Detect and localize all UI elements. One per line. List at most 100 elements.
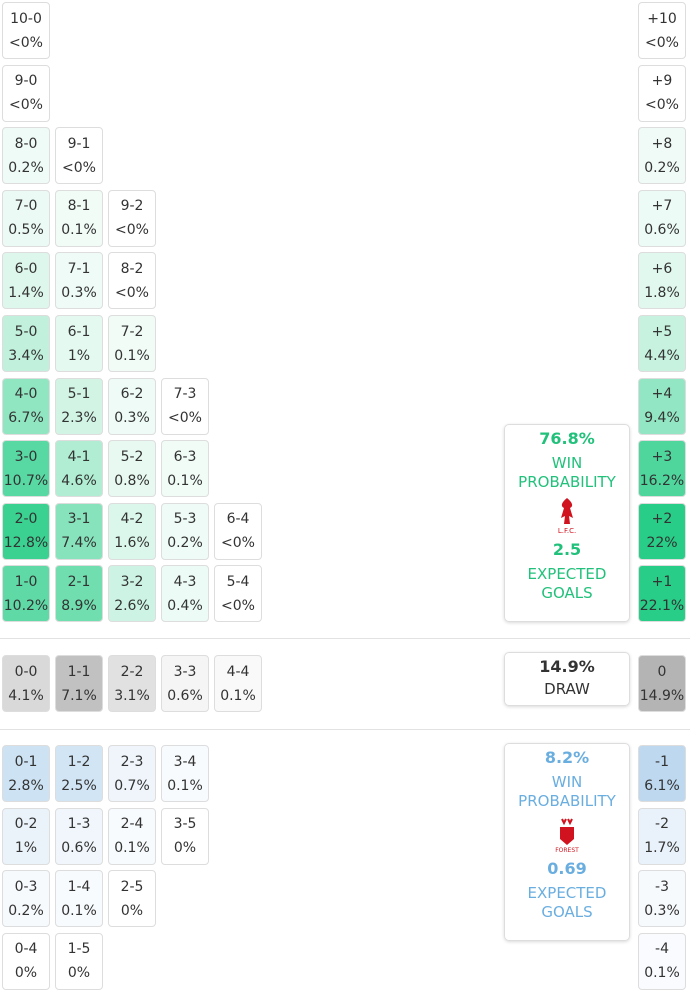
- score: 6-3: [173, 448, 197, 465]
- probability: 0%: [120, 902, 144, 919]
- score: +6: [651, 260, 673, 277]
- score: 2-0: [14, 511, 38, 528]
- score-cell: +3 16.2%: [638, 440, 686, 498]
- score-cell: 6-4 <0%: [214, 502, 262, 560]
- score: 0-4: [14, 941, 38, 958]
- probability: 0.3%: [61, 284, 97, 301]
- score: 3-4: [173, 753, 197, 770]
- probability: <0%: [62, 159, 96, 176]
- label: PROBABILITY: [518, 473, 616, 491]
- score-cell: +10 <0%: [638, 2, 686, 59]
- score-cell: +2 22%: [638, 502, 686, 560]
- probability: 0.2%: [8, 159, 44, 176]
- score-cell: +1 22.1%: [638, 565, 686, 623]
- score: 3-1: [67, 511, 91, 528]
- probability: <0%: [221, 535, 255, 552]
- probability: 4.6%: [61, 472, 97, 489]
- score: 2-5: [120, 878, 144, 895]
- score: 5-0: [14, 323, 38, 340]
- score-cell: 9-0 <0%: [2, 64, 50, 122]
- score-cell: 5-4 <0%: [214, 565, 262, 623]
- score: 7-3: [173, 386, 197, 403]
- score-cell: 5-0 3.4%: [2, 315, 50, 372]
- probability: 8.9%: [61, 597, 97, 614]
- score: 4-2: [120, 511, 144, 528]
- score-cell: 4-0 6.7%: [2, 377, 50, 435]
- score-cell: 5-3 0.2%: [161, 502, 209, 560]
- probability: 0.2%: [8, 902, 44, 919]
- score-cell: 6-0 1.4%: [2, 252, 50, 310]
- score: 6-0: [14, 260, 38, 277]
- score-cell: 3-0 10.7%: [2, 440, 50, 498]
- score-cell: 1-2 2.5%: [55, 745, 103, 802]
- probability: 0.1%: [114, 840, 150, 857]
- probability: 1.8%: [644, 284, 680, 301]
- score: -2: [655, 816, 669, 833]
- probability: 1.7%: [644, 840, 680, 857]
- home-summary: 76.8% WIN PROBABILITY L.F.C. 2.5 EXPECTE…: [504, 424, 630, 622]
- score: 4-1: [67, 448, 91, 465]
- xg: 0.69: [547, 859, 587, 878]
- score: 5-2: [120, 448, 144, 465]
- score-cell: 4-2 1.6%: [108, 502, 156, 560]
- score: 5-1: [67, 386, 91, 403]
- probability: 2.6%: [114, 597, 150, 614]
- draw-prob: 14.9%: [539, 657, 595, 676]
- score: 6-2: [120, 386, 144, 403]
- score-cell: 8-0 0.2%: [2, 127, 50, 185]
- score-cell: 7-0 0.5%: [2, 189, 50, 247]
- score: 4-3: [173, 573, 197, 590]
- probability: 1%: [67, 347, 91, 364]
- score-cell: 1-0 10.2%: [2, 565, 50, 623]
- probability: 22%: [646, 535, 678, 552]
- score: 2-4: [120, 816, 144, 833]
- probability: 0.1%: [114, 347, 150, 364]
- score-cell: 4-4 0.1%: [214, 655, 262, 712]
- score: 7-2: [120, 323, 144, 340]
- score-cell: 0-2 1%: [2, 807, 50, 865]
- score-cell: 2-1 8.9%: [55, 565, 103, 623]
- score-cell: 5-2 0.8%: [108, 440, 156, 498]
- score: 6-4: [226, 511, 250, 528]
- score: 1-1: [67, 663, 91, 680]
- score: 5-3: [173, 511, 197, 528]
- probability: <0%: [645, 34, 679, 51]
- probability: 0.1%: [220, 687, 256, 704]
- probability: <0%: [115, 222, 149, 239]
- score: 3-3: [173, 663, 197, 680]
- probability: 16.2%: [639, 472, 685, 489]
- score: +9: [651, 73, 673, 90]
- score: 2-1: [67, 573, 91, 590]
- score-cell: 0-1 2.8%: [2, 745, 50, 802]
- score-cell: 4-1 4.6%: [55, 440, 103, 498]
- score-cell: 0-3 0.2%: [2, 870, 50, 928]
- probability: 0.6%: [167, 687, 203, 704]
- probability: 6.7%: [8, 410, 44, 427]
- probability: <0%: [9, 97, 43, 114]
- score-cell: 0-4 0%: [2, 932, 50, 990]
- score-cell: 7-1 0.3%: [55, 252, 103, 310]
- score: 7-0: [14, 198, 38, 215]
- probability: 0%: [173, 840, 197, 857]
- probability: 0%: [14, 965, 38, 982]
- probability: 1.4%: [8, 284, 44, 301]
- score: 0-1: [14, 753, 38, 770]
- probability: 0.5%: [8, 222, 44, 239]
- probability: <0%: [221, 597, 255, 614]
- probability: 14.9%: [639, 687, 685, 704]
- probability: <0%: [115, 284, 149, 301]
- score: +3: [651, 448, 673, 465]
- score-cell: 0-0 4.1%: [2, 655, 50, 712]
- score-cell: 6-3 0.1%: [161, 440, 209, 498]
- logo-text: L.F.C.: [558, 527, 576, 535]
- score-cell: 3-3 0.6%: [161, 655, 209, 712]
- score-cell: -1 6.1%: [638, 745, 686, 802]
- score-cell: +6 1.8%: [638, 252, 686, 310]
- away-summary: 8.2% WIN PROBABILITY FOREST 0.69 EXPECTE…: [504, 743, 630, 941]
- probability: 0.1%: [167, 777, 203, 794]
- label: DRAW: [544, 680, 590, 698]
- score: -1: [655, 753, 669, 770]
- score-cell: -2 1.7%: [638, 807, 686, 865]
- probability: 6.1%: [644, 777, 680, 794]
- score-cell: 1-3 0.6%: [55, 807, 103, 865]
